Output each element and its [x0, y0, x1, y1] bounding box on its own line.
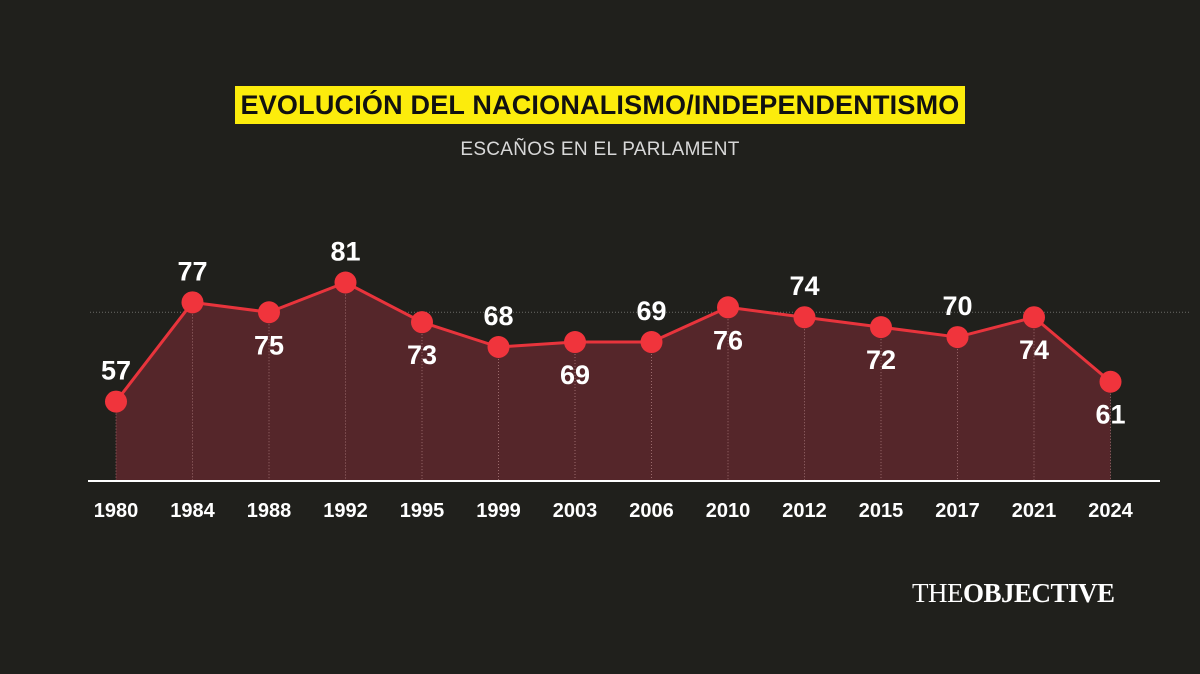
data-point: [564, 331, 586, 354]
x-tick-label: 2012: [782, 500, 827, 522]
data-point: [258, 301, 280, 324]
data-label: 81: [330, 236, 360, 266]
logo-the: THE: [912, 578, 963, 608]
chart-title: EVOLUCIÓN DEL NACIONALISMO/INDEPENDENTIS…: [234, 86, 966, 124]
x-tick-label: 2010: [706, 500, 751, 522]
x-tick-label: 2017: [935, 500, 980, 522]
logo-objective: OBJECTIVE: [962, 578, 1115, 608]
data-label: 68: [483, 301, 513, 331]
data-label: 76: [713, 325, 743, 355]
series-line: [114, 280, 1112, 403]
x-tick-label: 2006: [629, 500, 674, 522]
data-point: [946, 326, 969, 349]
data-label: 77: [177, 256, 207, 286]
data-point: [870, 316, 892, 339]
x-tick-label: 1988: [247, 500, 292, 522]
data-label: 74: [789, 271, 819, 301]
data-label: 57: [101, 356, 131, 386]
data-point: [1023, 306, 1045, 329]
data-label: 69: [560, 360, 590, 390]
x-tick-label: 1999: [476, 500, 521, 522]
data-point: [487, 336, 510, 358]
data-point: [181, 291, 204, 314]
chart-subtitle: ESCAÑOS EN EL PARLAMENT: [460, 139, 740, 160]
data-point: [1099, 370, 1122, 393]
x-tick-label: 1980: [94, 500, 139, 522]
data-label: 72: [866, 345, 896, 375]
x-tick-label: 2024: [1088, 500, 1133, 522]
data-point: [334, 271, 357, 294]
data-label: 61: [1095, 400, 1125, 430]
data-label: 70: [942, 291, 972, 321]
x-tick-label: 2015: [859, 500, 904, 522]
x-tick-label: 1984: [170, 500, 215, 522]
data-label: 74: [1019, 335, 1049, 365]
x-tick-label: 1995: [400, 500, 445, 522]
data-point: [411, 311, 433, 334]
area-fill: [116, 282, 1111, 481]
data-label: 75: [254, 330, 284, 360]
x-tick-label: 2021: [1012, 500, 1057, 522]
data-point: [793, 306, 816, 329]
data-label: 73: [407, 340, 437, 370]
data-point: [717, 296, 739, 319]
data-label: 69: [636, 296, 666, 326]
x-tick-label: 1992: [323, 500, 368, 522]
data-point: [640, 331, 663, 354]
data-point: [105, 390, 127, 413]
x-tick-label: 2003: [553, 500, 598, 522]
brand-logo: THEOBJECTIVE: [912, 578, 1115, 609]
